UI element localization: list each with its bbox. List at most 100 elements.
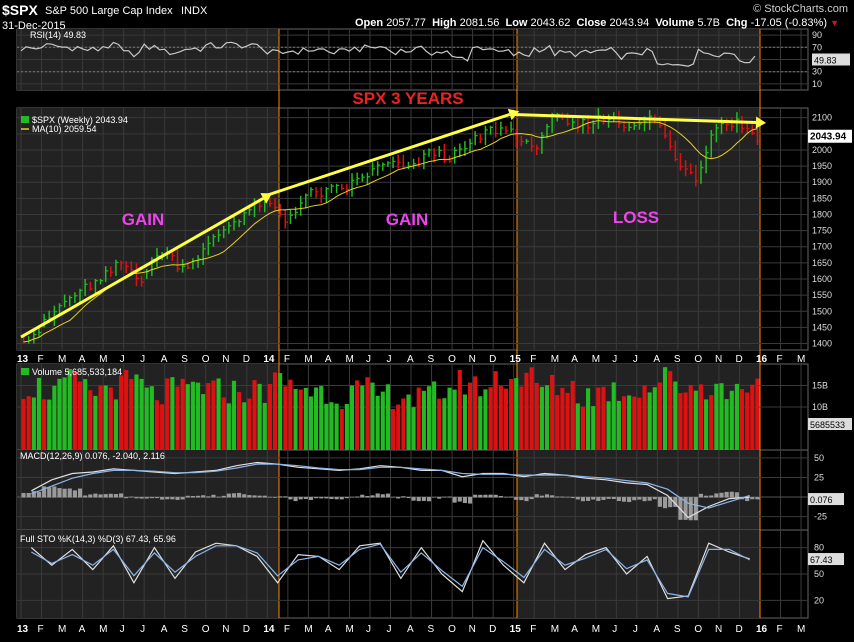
macd-histogram-bar — [308, 497, 314, 500]
macd-histogram-bar — [93, 493, 98, 498]
volume-bar — [616, 400, 621, 450]
volume-bar — [452, 389, 457, 450]
volume-bar — [319, 386, 324, 450]
macd-histogram-bar — [519, 497, 524, 501]
year-shade-2013 — [17, 108, 279, 350]
price-tick-label: 1800 — [812, 209, 832, 219]
macd-histogram-bar — [591, 497, 596, 500]
volume-bar — [662, 367, 668, 450]
volume-bar — [134, 374, 139, 450]
macd-histogram-bar — [709, 495, 714, 498]
macd-histogram-bar — [586, 497, 591, 501]
macd-histogram-bar — [498, 496, 503, 498]
volume-bar — [488, 387, 493, 450]
macd-histogram-bar — [560, 496, 565, 498]
volume-bar — [473, 376, 478, 450]
macd-histogram-bar — [334, 497, 339, 500]
macd-histogram-bar — [698, 493, 704, 498]
sto-tick-label: 80 — [814, 543, 824, 553]
volume-bar — [673, 381, 678, 450]
sto-tick-label: 20 — [814, 595, 824, 605]
x-tick-label: O — [202, 354, 210, 365]
macd-histogram-bar — [319, 497, 324, 499]
volume-bar — [42, 399, 47, 450]
macd-histogram-bar — [550, 495, 555, 498]
x-tick-label: J — [387, 624, 392, 635]
volume-bar — [103, 385, 108, 450]
volume-bar — [668, 371, 673, 450]
macd-histogram-bar — [221, 495, 226, 498]
volume-bar — [190, 381, 195, 450]
macd-histogram-bar — [493, 494, 498, 498]
trendline — [20, 197, 265, 339]
volume-bar — [524, 372, 529, 450]
x-tick-label: F — [530, 354, 536, 365]
x-tick-label: J — [366, 624, 371, 635]
annotation-gain: GAIN — [122, 210, 165, 229]
volume-bar — [129, 378, 134, 450]
volume-bar — [729, 390, 734, 450]
brand-logo: © StockCharts.com — [753, 3, 848, 15]
macd-histogram-bar — [647, 497, 652, 501]
macd-histogram-bar — [657, 497, 662, 507]
volume-bar — [231, 380, 237, 450]
x-tick-label: A — [161, 624, 168, 635]
volume-bar — [139, 378, 144, 450]
volume-bar — [519, 386, 524, 450]
macd-tick-label: 50 — [814, 453, 824, 463]
low-value: 2043.62 — [530, 17, 571, 29]
macd-histogram-bar — [473, 494, 478, 498]
sto-tick-label: 50 — [814, 569, 824, 579]
macd-histogram-bar — [160, 497, 165, 500]
x-tick-label: D — [243, 624, 250, 635]
macd-histogram-bar — [288, 497, 293, 500]
macd-histogram-bar — [632, 497, 637, 501]
x-tick-label: 16 — [756, 624, 768, 635]
macd-histogram-bar — [755, 497, 760, 500]
rsi-line — [20, 41, 756, 67]
volume-bar — [113, 399, 119, 450]
volume-bar — [93, 395, 98, 450]
macd-histogram-bar — [529, 497, 534, 500]
macd-histogram-bar — [201, 495, 206, 498]
macd-histogram-bar — [750, 497, 755, 500]
volume-bar — [370, 382, 375, 450]
volume-bar — [119, 375, 124, 450]
macd-histogram-bar — [149, 497, 154, 499]
volume-bar — [278, 373, 283, 450]
volume-bar — [596, 387, 601, 450]
volume-bar — [575, 403, 580, 450]
macd-histogram-bar — [139, 497, 144, 499]
x-tick-label: S — [428, 354, 435, 365]
macd-histogram-bar — [247, 495, 252, 498]
x-tick-label: A — [79, 624, 86, 635]
macd-histogram-bar — [462, 497, 467, 504]
volume-bar — [252, 380, 257, 450]
x-tick-label: F — [284, 624, 290, 635]
x-tick-label: F — [777, 354, 783, 365]
volume-bar — [503, 388, 509, 450]
macd-histogram-bar — [314, 497, 319, 499]
volume-bar — [704, 399, 709, 450]
price-tick-label: 2000 — [812, 145, 832, 155]
x-tick-label: A — [653, 354, 660, 365]
x-tick-label: O — [694, 354, 702, 365]
macd-histogram-bar — [575, 497, 580, 500]
x-tick-label: J — [120, 354, 125, 365]
x-tick-label: D — [735, 624, 742, 635]
macd-histogram-bar — [62, 488, 67, 498]
down-arrow-icon: ▼ — [830, 18, 839, 28]
volume-legend: Volume 5,685,533,184 — [32, 367, 122, 377]
volume-bar — [647, 392, 652, 450]
x-tick-label: O — [448, 624, 456, 635]
macd-histogram-bar — [370, 495, 375, 498]
x-tick-label: F — [530, 624, 536, 635]
macd-histogram-bar — [206, 496, 211, 498]
x-tick-label: A — [571, 624, 578, 635]
macd-histogram-bar — [406, 497, 411, 499]
macd-histogram-bar — [365, 496, 370, 498]
year-shade-2015 — [517, 450, 760, 530]
x-tick-label: D — [489, 354, 496, 365]
sto-d-line — [31, 543, 750, 598]
volume-bar — [555, 395, 560, 450]
